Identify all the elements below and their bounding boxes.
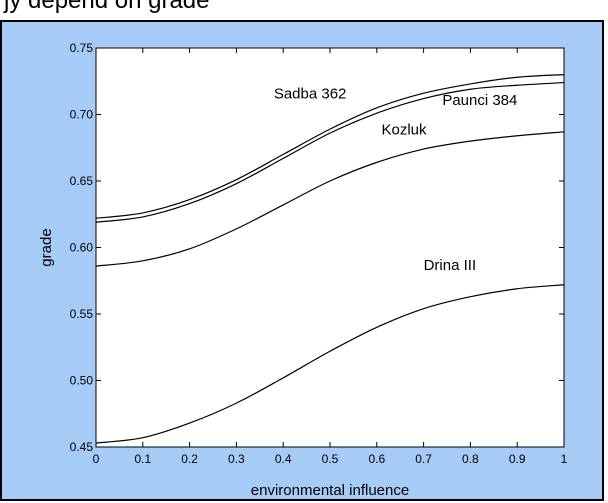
y-tick-label: 0.45 xyxy=(70,440,94,454)
y-axis-label: grade xyxy=(38,228,55,266)
y-tick-label: 0.55 xyxy=(70,307,94,321)
x-tick-label: 0.7 xyxy=(415,452,432,466)
x-tick-label: 0.1 xyxy=(134,452,151,466)
x-tick-label: 0.4 xyxy=(275,452,292,466)
series-label-drina-iii: Drina III xyxy=(424,257,477,274)
x-tick-label: 0.3 xyxy=(228,452,245,466)
series-line-kozluk xyxy=(95,131,565,267)
caption-strip: jy depend on grade xyxy=(0,0,608,24)
series-line-paunci-384 xyxy=(95,81,565,223)
x-tick-label: 0.5 xyxy=(322,452,339,466)
x-tick-label: 0 xyxy=(93,452,100,466)
y-tick-label: 0.50 xyxy=(70,374,94,388)
series-line-sadba-362 xyxy=(95,74,565,219)
y-tick-label: 0.60 xyxy=(70,241,94,255)
series-line-drina-iii xyxy=(95,284,565,444)
x-tick-label: 0.2 xyxy=(181,452,198,466)
x-tick-label: 0.9 xyxy=(509,452,526,466)
x-tick-label: 1 xyxy=(561,452,568,466)
caption-text: jy depend on grade xyxy=(4,0,210,14)
series-label-paunci-384: Paunci 384 xyxy=(442,92,517,109)
y-tick-label: 0.75 xyxy=(70,41,94,55)
x-tick-label: 0.8 xyxy=(462,452,479,466)
x-tick-label: 0.6 xyxy=(368,452,385,466)
series-label-sadba-362: Sadba 362 xyxy=(274,86,347,103)
y-tick-label: 0.70 xyxy=(70,108,94,122)
y-tick-label: 0.65 xyxy=(70,174,94,188)
series-label-kozluk: Kozluk xyxy=(381,121,427,138)
plot-area xyxy=(95,47,565,448)
x-axis-label: environmental influence xyxy=(251,482,409,499)
